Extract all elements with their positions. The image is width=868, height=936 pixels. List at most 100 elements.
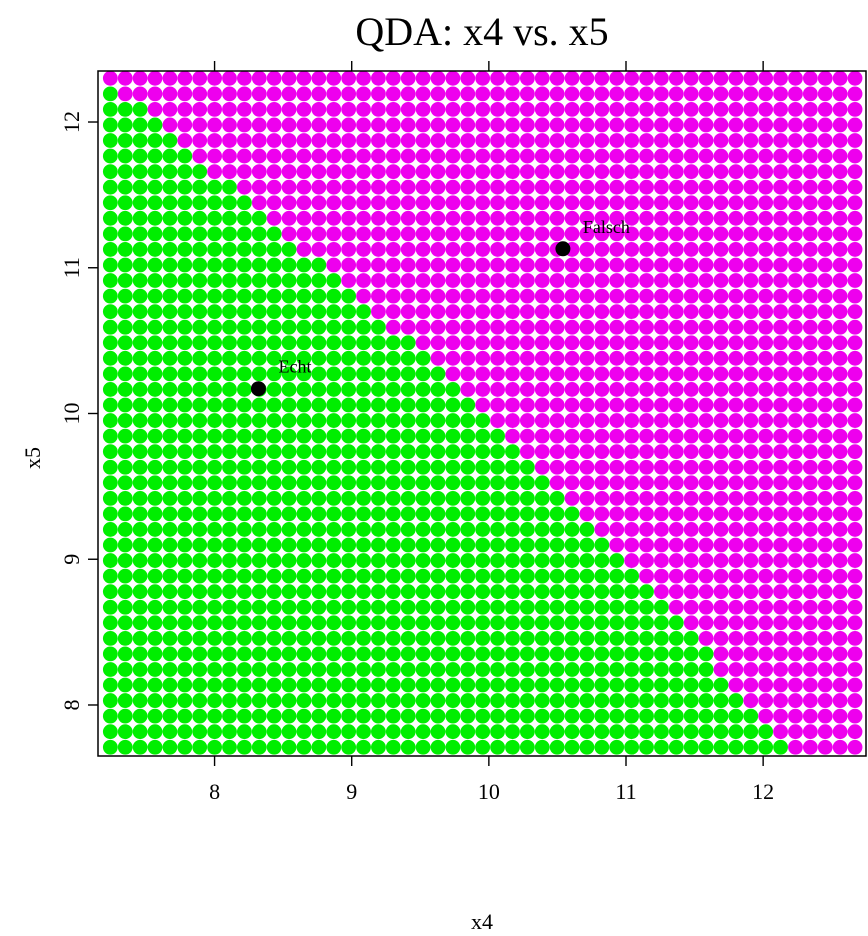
grid-point-echt	[505, 537, 520, 553]
grid-point-falsch	[534, 86, 550, 102]
grid-point-falsch	[832, 584, 848, 600]
grid-point-echt	[579, 537, 595, 553]
grid-point-falsch	[519, 70, 535, 86]
grid-point-falsch	[788, 148, 803, 164]
grid-point-echt	[132, 366, 148, 382]
grid-point-echt	[132, 148, 148, 164]
grid-point-echt	[624, 599, 640, 615]
grid-point-echt	[445, 724, 461, 740]
grid-point-echt	[281, 599, 297, 615]
grid-point-echt	[132, 288, 148, 304]
grid-point-echt	[400, 615, 416, 631]
grid-point-echt	[475, 413, 491, 428]
grid-point-echt	[594, 537, 610, 553]
grid-point-falsch	[445, 319, 461, 335]
grid-point-falsch	[564, 148, 580, 164]
grid-point-echt	[326, 413, 342, 428]
grid-point-echt	[549, 568, 565, 584]
grid-point-echt	[102, 459, 118, 475]
grid-point-falsch	[654, 335, 669, 351]
grid-point-falsch	[400, 70, 416, 86]
grid-point-echt	[341, 553, 357, 568]
grid-point-falsch	[639, 70, 654, 86]
grid-point-falsch	[460, 304, 476, 320]
grid-point-falsch	[788, 630, 803, 646]
grid-point-echt	[207, 708, 223, 724]
grid-point-falsch	[222, 70, 237, 86]
grid-point-echt	[400, 724, 416, 740]
grid-point-falsch	[639, 537, 654, 553]
grid-point-echt	[430, 553, 446, 568]
grid-point-echt	[102, 304, 118, 320]
grid-point-falsch	[773, 242, 788, 257]
grid-point-echt	[356, 739, 371, 755]
grid-point-echt	[490, 537, 505, 553]
grid-point-falsch	[698, 522, 714, 537]
grid-point-falsch	[758, 226, 774, 242]
grid-point-falsch	[639, 288, 654, 304]
grid-point-echt	[132, 319, 148, 335]
grid-point-echt	[296, 382, 312, 397]
grid-point-echt	[490, 490, 505, 506]
grid-point-echt	[102, 195, 118, 211]
grid-point-falsch	[802, 350, 818, 366]
grid-point-echt	[475, 568, 491, 584]
grid-point-falsch	[371, 304, 386, 320]
grid-point-falsch	[743, 459, 759, 475]
grid-point-falsch	[460, 70, 476, 86]
grid-point-echt	[341, 599, 357, 615]
grid-point-echt	[430, 490, 446, 506]
grid-point-echt	[102, 210, 118, 226]
grid-point-echt	[102, 382, 118, 397]
grid-point-echt	[460, 646, 476, 662]
grid-point-echt	[102, 615, 118, 631]
grid-point-falsch	[817, 195, 833, 211]
grid-point-falsch	[788, 70, 803, 86]
grid-point-echt	[356, 382, 371, 397]
grid-point-falsch	[743, 382, 759, 397]
grid-point-echt	[311, 444, 327, 460]
grid-point-echt	[564, 584, 580, 600]
grid-point-falsch	[654, 319, 669, 335]
grid-point-falsch	[624, 288, 640, 304]
grid-point-echt	[549, 553, 565, 568]
grid-point-falsch	[147, 86, 163, 102]
grid-point-echt	[177, 708, 193, 724]
grid-point-echt	[147, 319, 163, 335]
grid-point-falsch	[296, 102, 312, 117]
grid-point-falsch	[788, 724, 803, 740]
grid-point-echt	[222, 506, 237, 522]
grid-point-echt	[147, 195, 163, 211]
grid-point-echt	[519, 677, 535, 693]
grid-point-falsch	[728, 646, 744, 662]
grid-point-falsch	[490, 304, 505, 320]
grid-point-falsch	[802, 599, 818, 615]
grid-point-echt	[475, 646, 491, 662]
grid-point-falsch	[802, 537, 818, 553]
grid-point-falsch	[177, 86, 193, 102]
grid-point-echt	[654, 708, 669, 724]
grid-point-echt	[251, 428, 267, 444]
grid-point-echt	[296, 584, 312, 600]
grid-point-falsch	[251, 164, 267, 180]
grid-point-falsch	[311, 164, 327, 180]
grid-point-echt	[549, 522, 565, 537]
grid-point-echt	[743, 724, 759, 740]
grid-point-echt	[177, 693, 193, 708]
grid-point-falsch	[371, 148, 386, 164]
grid-point-falsch	[534, 413, 550, 428]
grid-point-echt	[236, 428, 252, 444]
grid-point-falsch	[519, 210, 535, 226]
grid-point-falsch	[639, 397, 654, 413]
grid-point-echt	[311, 584, 327, 600]
grid-point-falsch	[743, 304, 759, 320]
grid-point-echt	[519, 553, 535, 568]
grid-point-echt	[356, 662, 371, 677]
grid-point-falsch	[639, 444, 654, 460]
grid-point-falsch	[430, 70, 446, 86]
grid-point-echt	[251, 350, 267, 366]
grid-point-echt	[192, 413, 208, 428]
grid-point-falsch	[788, 210, 803, 226]
grid-point-echt	[162, 164, 178, 180]
grid-point-echt	[117, 350, 133, 366]
